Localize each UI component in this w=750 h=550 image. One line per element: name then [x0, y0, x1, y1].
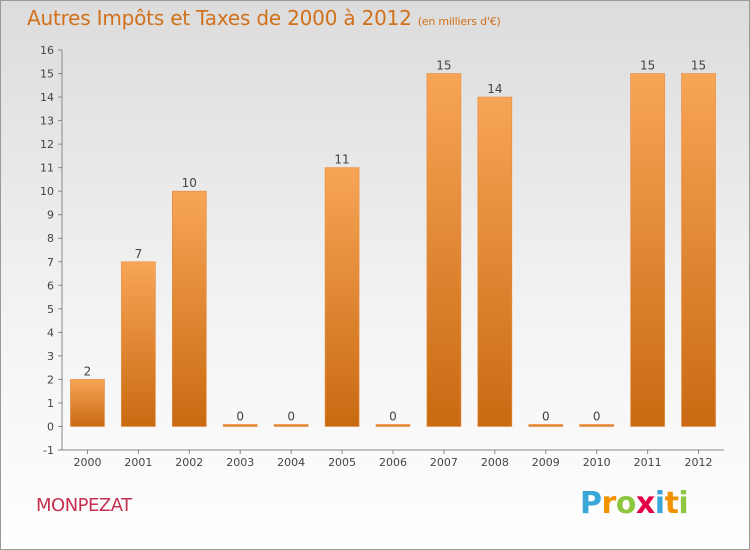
logo-letter: t [664, 486, 679, 521]
y-tick-label: 1 [47, 397, 54, 410]
chart-title-text: Autres Impôts et Taxes de 2000 à 2012 [27, 6, 412, 30]
data-label: 0 [593, 409, 601, 423]
y-tick-label: 6 [47, 279, 54, 292]
x-tick-label: 2010 [583, 456, 611, 469]
bar [630, 73, 665, 427]
data-label: 2 [84, 364, 92, 378]
logo-letter: i [678, 486, 689, 521]
y-tick-label: 15 [40, 68, 54, 81]
logo-letter: i [654, 486, 665, 521]
bar [222, 424, 258, 427]
y-tick-label: 4 [47, 326, 54, 339]
y-tick-label: 7 [47, 256, 54, 269]
bar [426, 73, 462, 427]
x-tick-label: 2001 [124, 456, 152, 469]
y-tick-label: 0 [47, 420, 54, 433]
bar [579, 424, 614, 427]
data-label: 14 [487, 82, 502, 96]
chart-title: Autres Impôts et Taxes de 2000 à 2012 (en… [27, 6, 501, 30]
x-tick-label: 2012 [685, 456, 713, 469]
y-tick-label: 3 [47, 350, 54, 363]
data-label: 15 [640, 59, 655, 73]
data-label: 0 [287, 409, 295, 423]
y-tick-label: 8 [47, 232, 54, 245]
y-tick-label: 11 [40, 162, 54, 175]
bar [70, 379, 105, 427]
x-tick-label: 2011 [634, 456, 662, 469]
x-tick-label: 2005 [328, 456, 356, 469]
bar [681, 73, 716, 427]
y-tick-label: 5 [47, 303, 54, 316]
bar [324, 167, 360, 427]
y-tick-label: 13 [40, 115, 54, 128]
logo-letter: x [635, 486, 655, 521]
x-tick-label: 2007 [430, 456, 458, 469]
logo-letter: o [615, 486, 637, 521]
data-label: 0 [542, 409, 550, 423]
y-tick-label: 14 [40, 91, 54, 104]
data-label: 0 [236, 409, 244, 423]
bar [172, 190, 207, 427]
y-tick-label: 2 [47, 373, 54, 386]
x-tick-label: 2003 [226, 456, 254, 469]
x-tick-label: 2004 [277, 456, 305, 469]
bar [121, 261, 156, 427]
x-tick-label: 2000 [73, 456, 101, 469]
y-tick-label: 10 [40, 185, 54, 198]
bar [477, 96, 513, 427]
y-tick-label: -1 [43, 444, 54, 457]
y-tick-label: 9 [47, 209, 54, 222]
data-label: 11 [334, 153, 349, 167]
data-label: 15 [691, 59, 706, 73]
y-tick-label: 16 [40, 44, 54, 57]
x-tick-label: 2006 [379, 456, 407, 469]
y-tick-label: 12 [40, 138, 54, 151]
commune-name: MONPEZAT [36, 495, 132, 516]
x-tick-label: 2009 [532, 456, 560, 469]
data-label: 0 [389, 409, 397, 423]
data-label: 7 [135, 247, 143, 261]
bar [273, 424, 309, 427]
data-label: 10 [182, 176, 197, 190]
proxiti-logo[interactable]: Proxiti [580, 486, 689, 521]
logo-letter: r [601, 486, 617, 521]
x-tick-label: 2002 [175, 456, 203, 469]
x-tick-label: 2008 [481, 456, 509, 469]
bar [375, 424, 411, 427]
bar [528, 424, 564, 427]
data-label: 15 [436, 59, 451, 73]
chart-title-unit: (en milliers d'€) [417, 15, 501, 28]
logo-letter: P [580, 486, 602, 521]
